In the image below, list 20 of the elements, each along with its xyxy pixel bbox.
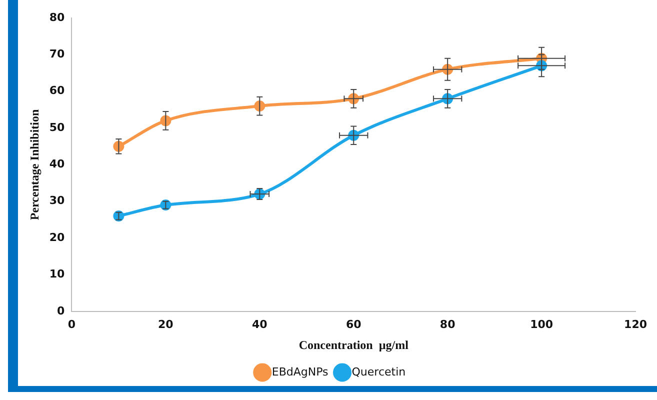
y-axis-title: Percentage Inhibition — [27, 108, 42, 220]
y-tick-label: 30 — [49, 194, 66, 208]
legend-label: EBdAgNPs — [272, 365, 329, 378]
y-tick-label: 0 — [57, 304, 66, 318]
x-tick-label: 20 — [158, 318, 174, 331]
x-axis-title: Concentration µg/ml — [298, 338, 410, 352]
x-tick-label: 100 — [530, 318, 554, 331]
x-tick-label: 80 — [440, 318, 456, 331]
y-tick-label: 70 — [49, 48, 66, 61]
y-tick-label: 40 — [49, 158, 66, 171]
legend-label: Quercetin — [352, 365, 406, 378]
x-tick-label: 0 — [68, 318, 76, 331]
y-tick-label: 20 — [49, 230, 66, 244]
x-tick-label: 120 — [624, 318, 648, 331]
x-tick-label: 60 — [346, 318, 362, 331]
y-tick-label: 10 — [49, 268, 66, 281]
y-tick-label: 80 — [49, 10, 66, 24]
y-tick-label: 50 — [49, 120, 66, 134]
x-tick-label: 40 — [252, 318, 268, 331]
y-tick-label: 60 — [49, 84, 66, 98]
